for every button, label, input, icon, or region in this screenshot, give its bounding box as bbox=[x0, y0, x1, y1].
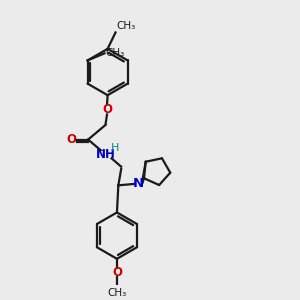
Bar bbox=[100, 151, 111, 158]
Bar bbox=[135, 180, 142, 188]
Bar bbox=[104, 106, 110, 113]
Text: CH₃: CH₃ bbox=[116, 21, 135, 31]
Text: O: O bbox=[102, 103, 112, 116]
Text: O: O bbox=[66, 133, 76, 146]
Bar bbox=[114, 269, 120, 276]
Text: CH₃: CH₃ bbox=[107, 288, 127, 298]
Text: CH₃: CH₃ bbox=[106, 48, 125, 58]
Bar bbox=[68, 136, 74, 143]
Text: N: N bbox=[133, 177, 144, 190]
Text: H: H bbox=[110, 143, 119, 153]
Text: NH: NH bbox=[96, 148, 116, 161]
Text: O: O bbox=[112, 266, 122, 279]
